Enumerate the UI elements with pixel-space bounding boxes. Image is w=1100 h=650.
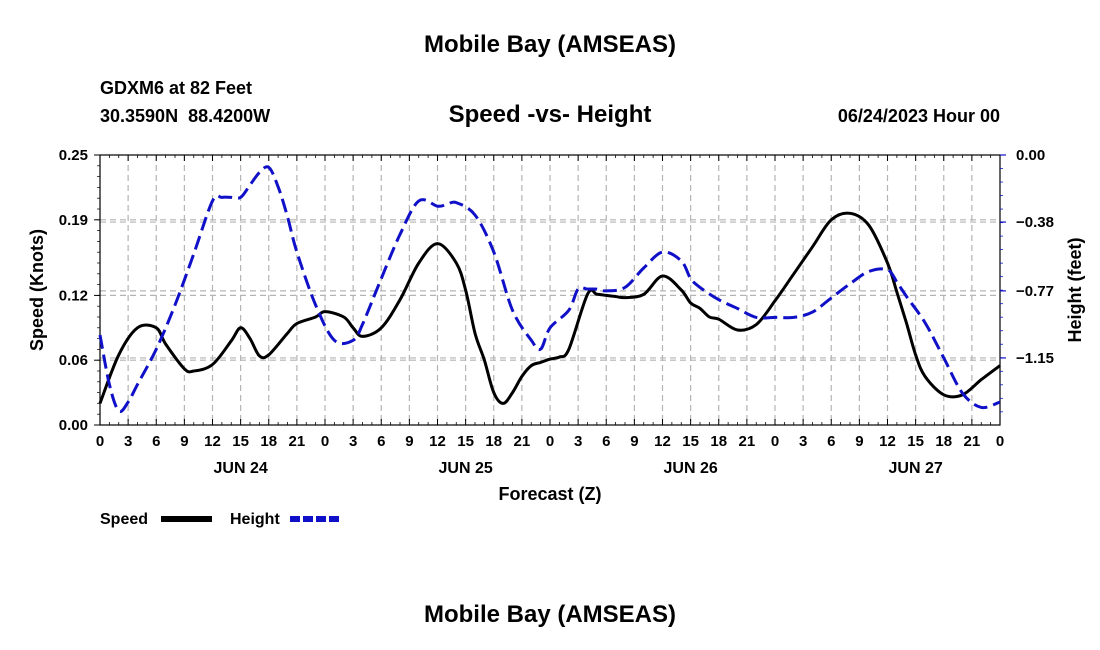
- x-tick-label: 3: [124, 433, 132, 450]
- x-tick-label: 6: [602, 433, 610, 450]
- x-tick-label: 9: [405, 433, 413, 450]
- legend-height-label: Height: [230, 511, 280, 528]
- y-left-tick-label: 0.25: [59, 147, 88, 164]
- x-tick-label: 15: [457, 433, 474, 450]
- x-tick-label: 9: [180, 433, 188, 450]
- x-tick-label: 12: [429, 433, 446, 450]
- coordinates-label: 30.3590N 88.4200W: [100, 106, 271, 126]
- series-lines: [98, 165, 1001, 414]
- y-right-tick-label: 0.00: [1016, 147, 1045, 164]
- y-left-tick-label: 0.12: [59, 287, 88, 304]
- y-right-tick-label: −1.15: [1016, 350, 1054, 367]
- x-tick-label: 21: [514, 433, 531, 450]
- x-tick-label: 6: [827, 433, 835, 450]
- grid-lines: [100, 155, 1000, 425]
- x-axis-title: Forecast (Z): [498, 484, 601, 504]
- x-tick-label: 6: [377, 433, 385, 450]
- day-label: JUN 24: [214, 460, 268, 477]
- x-tick-label: 0: [321, 433, 329, 450]
- x-tick-label: 0: [996, 433, 1004, 450]
- y-left-tick-label: 0.19: [59, 212, 88, 229]
- x-tick-label: 18: [485, 433, 502, 450]
- station-label: GDXM6 at 82 Feet: [100, 78, 253, 98]
- y-left-tick-label: 0.00: [59, 417, 88, 434]
- x-tick-label: 12: [204, 433, 221, 450]
- x-tick-label: 0: [546, 433, 554, 450]
- x-tick-label: 15: [682, 433, 699, 450]
- x-tick-label: 9: [855, 433, 863, 450]
- axis-labels: 0 3 6 9 12 15 18 21 0 3 6 9 12 15 18 21 0 3 6 9 12 15 18 21 0 3 6 9…: [27, 147, 1085, 504]
- x-tick-label: 21: [289, 433, 306, 450]
- x-tick-label: 18: [710, 433, 727, 450]
- x-tick-label: 21: [964, 433, 981, 450]
- chart-subtitle: Speed -vs- Height: [448, 101, 652, 128]
- x-tick-label: 12: [879, 433, 896, 450]
- x-tick-label: 3: [799, 433, 807, 450]
- axis-ticks: [94, 154, 1006, 426]
- y-right-axis-title: Height (feet): [1065, 238, 1085, 343]
- x-tick-label: 6: [152, 433, 160, 450]
- y-left-tick-label: 0.06: [59, 352, 88, 369]
- x-tick-label: 18: [260, 433, 277, 450]
- x-tick-label: 3: [574, 433, 582, 450]
- x-tick-label: 18: [935, 433, 952, 450]
- y-right-tick-label: −0.38: [1016, 214, 1054, 231]
- x-tick-label: 15: [907, 433, 924, 450]
- height-series-line: [98, 165, 1001, 414]
- x-tick-label: 3: [349, 433, 357, 450]
- chart-title: Mobile Bay (AMSEAS): [423, 31, 677, 58]
- day-label: JUN 27: [889, 460, 943, 477]
- x-tick-label: 9: [630, 433, 638, 450]
- legend-speed-label: Speed: [100, 511, 148, 528]
- speed-series-line: [98, 211, 1001, 405]
- footer-title: Mobile Bay (AMSEAS): [423, 601, 677, 628]
- x-tick-label: 0: [96, 433, 104, 450]
- y-left-axis-title: Speed (Knots): [27, 229, 47, 351]
- x-tick-label: 0: [771, 433, 779, 450]
- day-label: JUN 25: [439, 460, 493, 477]
- datetime-label: 06/24/2023 Hour 00: [837, 106, 1000, 126]
- legend: Speed Height: [100, 511, 342, 528]
- y-right-tick-label: −0.77: [1016, 283, 1054, 300]
- x-tick-label: 12: [654, 433, 671, 450]
- day-label: JUN 26: [664, 460, 718, 477]
- x-tick-label: 21: [739, 433, 756, 450]
- x-tick-label: 15: [232, 433, 249, 450]
